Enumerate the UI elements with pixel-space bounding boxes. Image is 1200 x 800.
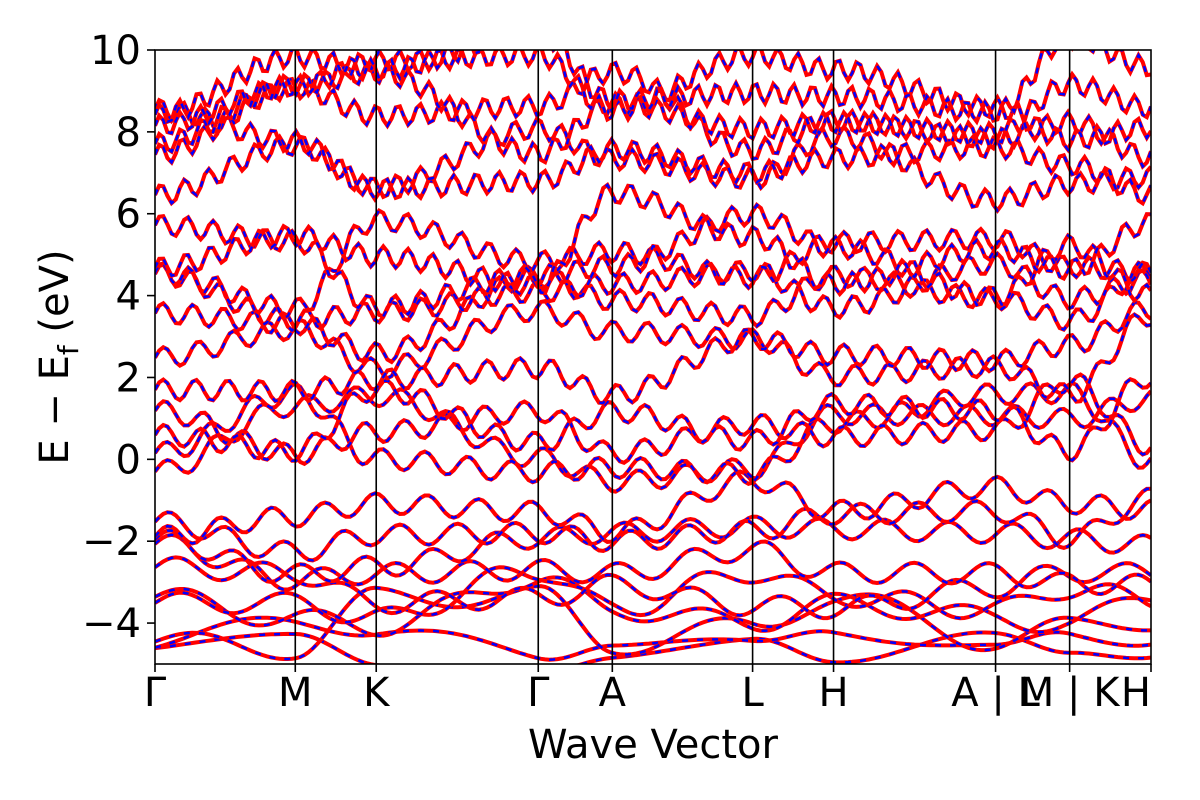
band-line-blue-dashed	[155, 50, 1151, 125]
x-tick-label: H	[819, 670, 849, 716]
x-tick-label: Γ	[527, 670, 550, 716]
y-axis-label-sub: f	[52, 344, 85, 355]
x-tick-label: Γ	[144, 670, 167, 716]
x-tick-label: M	[278, 670, 313, 716]
band-line-blue-dashed	[155, 515, 1151, 584]
band-line-red	[155, 630, 1151, 664]
band-line-red	[155, 97, 1151, 207]
y-tick-label: −2	[82, 519, 141, 565]
band-line-blue-dashed	[155, 566, 1151, 624]
y-tick-label: 6	[116, 192, 141, 238]
band-line-blue-dashed	[155, 117, 1151, 213]
x-tick-label: A	[599, 670, 627, 716]
band-line-blue-dashed	[155, 301, 1151, 405]
y-tick-label: −4	[82, 601, 141, 647]
band-line-red	[155, 250, 1151, 334]
y-axis-label: E − Ef (eV)	[32, 249, 85, 464]
y-axis-ticks: −4 −2 0 2 4 6 8 10	[82, 28, 155, 647]
x-tick-label: M | K	[1020, 670, 1121, 716]
band-line-blue-dashed	[155, 487, 1151, 562]
band-line-blue-dashed	[155, 98, 1151, 206]
y-tick-label: 2	[116, 355, 141, 401]
band-line-blue-dashed	[155, 386, 1151, 493]
band-line-red	[155, 385, 1151, 494]
band-line-blue-dashed	[155, 251, 1151, 333]
band-line-blue-dashed	[155, 373, 1151, 466]
plot-frame	[154, 49, 1152, 665]
y-tick-label: 8	[116, 110, 141, 156]
x-tick-label: K	[363, 670, 391, 716]
x-axis-label: Wave Vector	[528, 722, 779, 768]
band-line-blue-dashed	[155, 584, 1151, 661]
band-line-blue-dashed	[155, 616, 1151, 661]
band-lines	[155, 50, 1151, 664]
x-tick-label: H	[1121, 670, 1151, 716]
band-line-red	[155, 60, 1151, 166]
band-line-blue-dashed	[155, 261, 1151, 364]
high-symmetry-lines	[294, 50, 1071, 664]
y-axis-label-main: E − E	[32, 355, 78, 465]
band-line-blue-dashed	[155, 183, 1151, 297]
band-line-blue-dashed	[155, 556, 1151, 620]
band-line-blue-dashed	[155, 377, 1151, 462]
x-tick-label: A | L	[951, 670, 1040, 716]
x-tick-label: L	[741, 670, 764, 716]
band-line-blue-dashed	[155, 203, 1151, 318]
band-line-red	[155, 300, 1151, 406]
band-line-blue-dashed	[155, 299, 1151, 403]
y-axis-label-unit: (eV)	[32, 249, 78, 345]
band-line-blue-dashed	[155, 208, 1151, 320]
y-tick-label: 0	[116, 437, 141, 483]
band-line-blue-dashed	[155, 533, 1151, 596]
band-line-blue-dashed	[155, 50, 1151, 153]
band-line-red	[155, 380, 1151, 486]
y-tick-label: 4	[116, 274, 141, 320]
band-line-blue-dashed	[155, 470, 1151, 545]
y-tick-label: 10	[90, 28, 141, 74]
